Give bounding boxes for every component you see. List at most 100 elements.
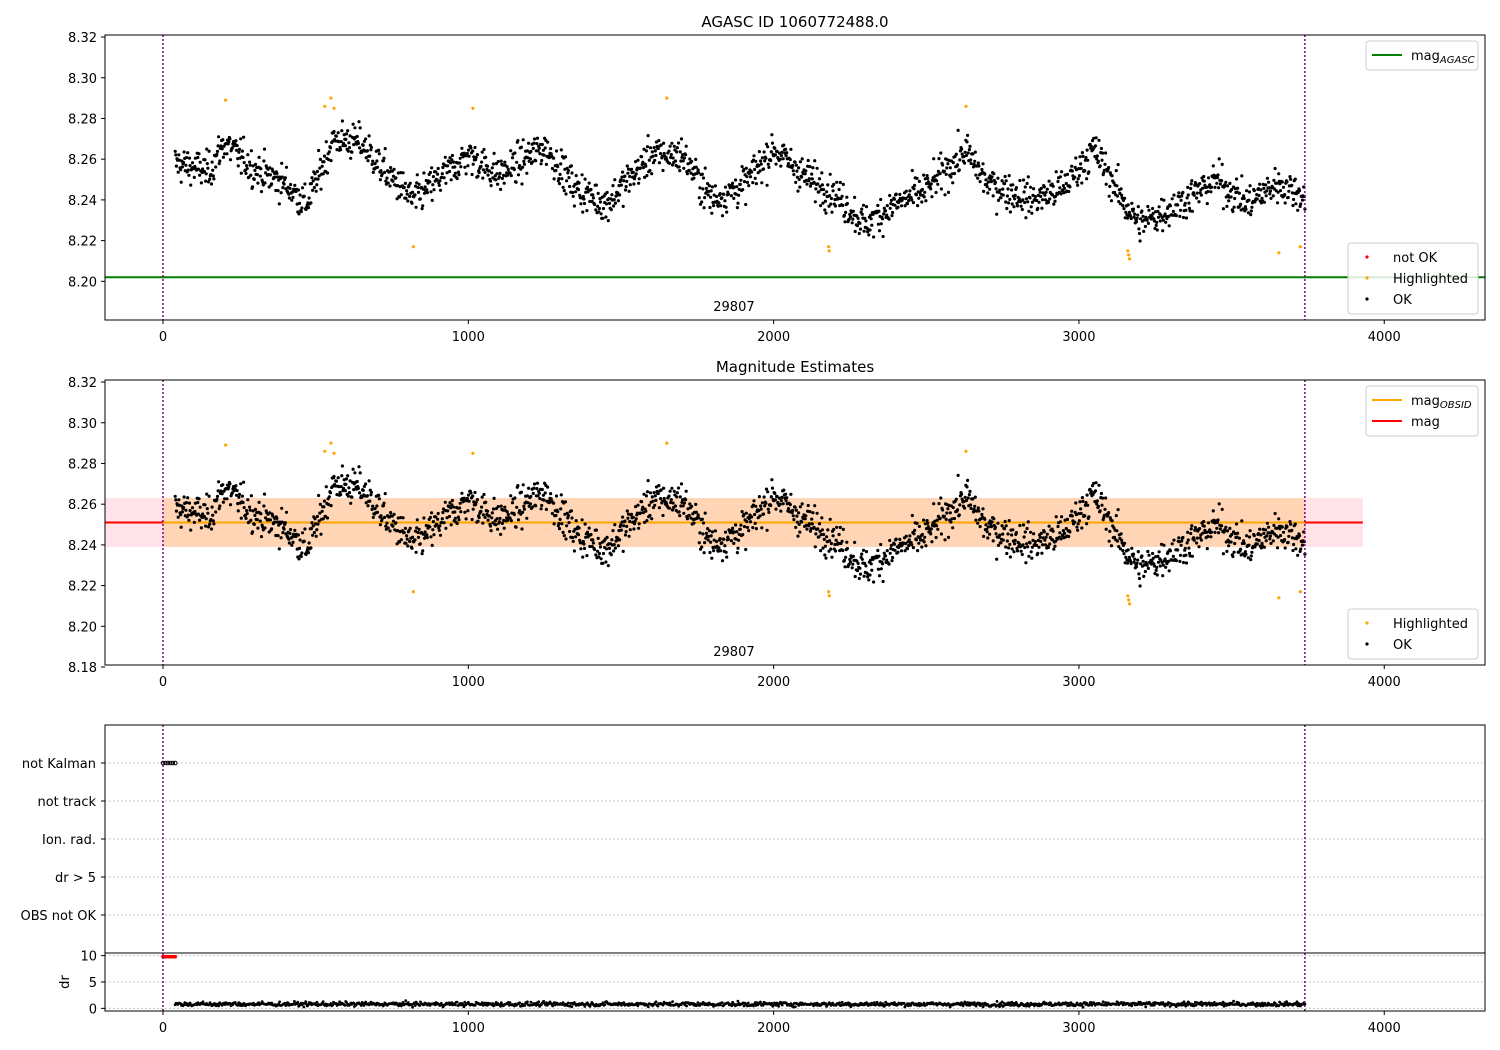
legend-label: OK (1393, 638, 1412, 653)
point-ok (1278, 534, 1283, 538)
point-ok (259, 535, 264, 539)
point-ok (1026, 175, 1030, 179)
point-ok (714, 194, 719, 199)
point-ok (911, 546, 916, 550)
point-ok (291, 540, 295, 545)
point-ok (556, 165, 560, 169)
point-dr (283, 1001, 287, 1005)
point-ok (203, 158, 207, 162)
point-ok (988, 187, 992, 191)
point-ok (1043, 198, 1048, 202)
point-ok (1114, 514, 1118, 518)
point-ok (692, 521, 696, 525)
point-ok (1068, 185, 1072, 189)
point-ok (1022, 190, 1026, 194)
point-ok (1052, 202, 1056, 206)
point-ok (948, 166, 952, 170)
point-ok (974, 173, 978, 177)
point-dr (201, 1000, 205, 1004)
point-ok (754, 182, 759, 186)
point-ok (1264, 539, 1268, 543)
point-ok (720, 196, 724, 200)
point-ok (735, 530, 739, 534)
point-ok (750, 170, 754, 174)
point-ok (380, 517, 384, 521)
point-dr (450, 1001, 454, 1004)
point-ok (845, 546, 850, 551)
point-ok (1121, 204, 1125, 208)
point-ok (1002, 182, 1007, 186)
point-ok (477, 170, 481, 175)
point-ok (780, 495, 784, 499)
point-ok (681, 498, 685, 502)
point-ok (963, 506, 967, 510)
point-ok (894, 192, 898, 196)
point-ok (1037, 200, 1041, 204)
point-ok (1162, 543, 1166, 547)
point-dr (343, 1003, 347, 1007)
point-ok (585, 554, 589, 558)
point-ok (187, 518, 191, 522)
point-highlighted (224, 98, 228, 102)
point-ok (827, 549, 831, 553)
point-ok (1080, 526, 1084, 530)
point-ok (1104, 496, 1108, 500)
point-ok (809, 182, 813, 186)
point-ok (773, 153, 778, 157)
point-ok (813, 504, 817, 508)
point-ok (832, 182, 836, 186)
point-ok (403, 181, 407, 185)
point-ok (377, 148, 381, 152)
point-ok (621, 549, 625, 554)
point-ok (258, 519, 262, 523)
point-ok (596, 204, 600, 208)
point-ok (1117, 545, 1121, 549)
point-ok (1227, 544, 1231, 548)
point-ok (253, 507, 258, 511)
point-ok (1153, 571, 1157, 576)
point-ok (1245, 189, 1249, 193)
point-ok (628, 183, 632, 187)
point-ok (1276, 535, 1280, 539)
point-ok (822, 537, 826, 542)
point-ok (1002, 527, 1007, 531)
point-ok (480, 160, 484, 164)
point-ok (605, 190, 609, 194)
point-ok (1171, 209, 1175, 213)
point-ok (779, 499, 784, 503)
point-ok (413, 538, 417, 542)
point-ok (817, 522, 822, 526)
point-ok (275, 516, 279, 521)
point-ok (1053, 544, 1057, 548)
point-ok (893, 203, 897, 207)
point-ok (684, 489, 688, 493)
point-ok (1065, 172, 1070, 176)
point-ok (1070, 164, 1074, 168)
point-ok (1159, 542, 1164, 546)
point-ok (964, 498, 969, 503)
point-ok (440, 172, 444, 176)
point-ok (831, 534, 835, 538)
point-ok (770, 141, 775, 145)
point-ok (536, 494, 540, 498)
point-ok (612, 198, 616, 202)
point-ok (841, 548, 845, 553)
point-ok (1006, 532, 1010, 536)
point-ok (1208, 528, 1212, 532)
point-ok (904, 197, 908, 201)
point-ok (1162, 198, 1166, 202)
point-ok (217, 480, 221, 484)
point-ok (456, 515, 460, 519)
point-ok (413, 184, 418, 188)
point-ok (1133, 212, 1137, 216)
point-ok (1233, 541, 1237, 546)
point-ok (438, 179, 442, 183)
point-ok (922, 173, 926, 177)
point-ok (1103, 507, 1107, 511)
point-ok (819, 188, 823, 192)
point-ok (1083, 158, 1087, 162)
point-ok (881, 234, 885, 239)
point-ok (314, 177, 318, 181)
point-ok (908, 189, 912, 193)
point-ok (789, 147, 793, 151)
